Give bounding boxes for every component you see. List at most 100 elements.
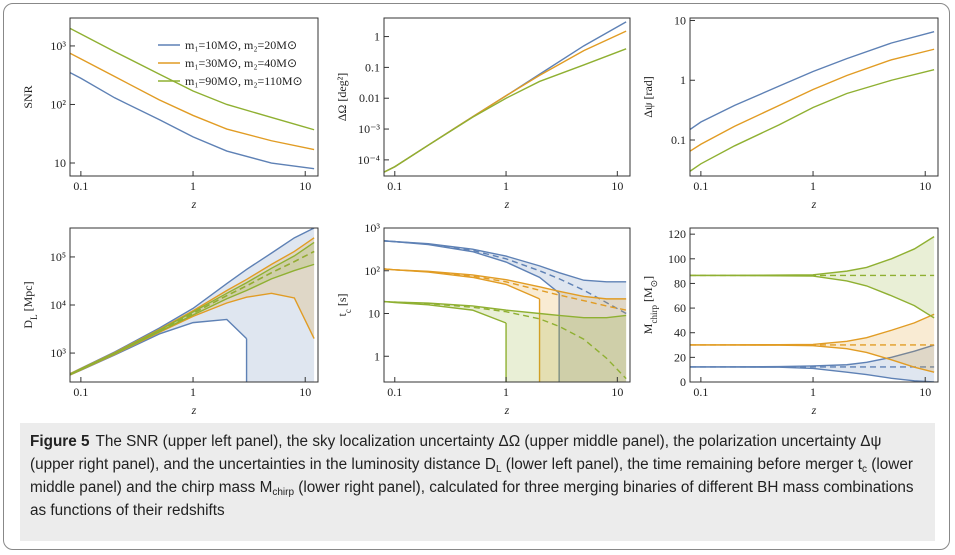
- y-axis-label-part: ⊙: [649, 280, 659, 288]
- caption-label: Figure 5: [30, 433, 90, 450]
- y-axis-label: ΔΩ [deg²]: [335, 73, 349, 122]
- x-axis-label: z: [504, 197, 510, 211]
- x-tick-label: 0.1: [387, 385, 402, 399]
- x-tick-label: 10: [919, 179, 931, 193]
- plot-frame: [689, 17, 939, 177]
- uncertainty-band: [690, 236, 935, 318]
- x-tick-label: 0.1: [693, 179, 708, 193]
- y-tick-label: 1: [680, 73, 686, 87]
- plot-frame: [689, 227, 939, 383]
- y-axis-label: Δψ [rad]: [641, 76, 655, 118]
- y-tick-label: 10³: [50, 346, 66, 360]
- y-axis-label-part: [Mpc]: [21, 281, 35, 314]
- x-tick-label: 10: [299, 385, 311, 399]
- x-axis-label: z: [191, 403, 197, 417]
- plot-frame: [69, 227, 319, 383]
- plot-frame: [383, 227, 631, 383]
- y-tick-label: 10⁵: [50, 250, 66, 264]
- series-line: [384, 300, 627, 319]
- y-tick-label: 0: [680, 375, 686, 389]
- y-tick-label: 0.1: [365, 60, 380, 74]
- x-tick-label: 1: [190, 179, 196, 193]
- series-line: [70, 318, 248, 376]
- panel: 0.1 1 10 1 10 10² 10³ z tc [s]: [335, 221, 631, 417]
- center-line: [70, 250, 315, 376]
- y-axis-label: DL [Mpc]: [21, 281, 39, 328]
- series-line: [690, 344, 935, 373]
- uncertainty-band: [690, 314, 935, 373]
- panel: 0.1 1 10 0.1 1 10 z Δψ [rad]: [641, 13, 939, 211]
- series-line: [690, 69, 935, 172]
- y-axis-label-part: ΔΩ [deg²]: [335, 73, 349, 122]
- y-axis-label-part: c: [343, 309, 353, 313]
- y-tick-label: 60: [674, 301, 686, 315]
- y-tick-label: 10: [368, 307, 380, 321]
- x-tick-label: 0.1: [73, 179, 88, 193]
- x-axis-label: z: [811, 403, 817, 417]
- x-tick-label: 10: [611, 179, 623, 193]
- center-line: [384, 240, 627, 315]
- y-axis-label-part: [M: [641, 287, 655, 305]
- series-line: [384, 268, 540, 300]
- y-axis-label-part: L: [29, 314, 39, 320]
- series-line: [690, 30, 935, 131]
- x-tick-label: 1: [810, 385, 816, 399]
- x-tick-label: 1: [503, 179, 509, 193]
- x-axis-label: z: [811, 197, 817, 211]
- y-tick-label: 80: [674, 276, 686, 290]
- y-axis-label-part: [s]: [335, 293, 349, 309]
- x-tick-label: 1: [503, 385, 509, 399]
- series-line: [690, 274, 935, 319]
- y-tick-label: 10: [54, 156, 66, 170]
- y-tick-label: 10²: [364, 264, 380, 278]
- panel: 0.1 1 10 10³ 10⁴ 10⁵ z DL [Mpc]: [21, 227, 319, 417]
- center-line: [384, 300, 627, 380]
- y-tick-label: 10³: [50, 39, 66, 53]
- legend-label: m₁=10M⊙, m₂=20M⊙: [185, 38, 297, 52]
- caption-text: (lower right panel), calculated for thre…: [30, 479, 914, 519]
- y-tick-label: 100: [668, 252, 686, 266]
- caption-text: The SNR (upper left panel), the sky loca…: [30, 433, 882, 473]
- x-axis-label: z: [504, 403, 510, 417]
- y-tick-label: 20: [674, 350, 686, 364]
- figure-frame: [3, 3, 950, 550]
- plot-frame: [69, 17, 319, 177]
- plot-area: [384, 240, 627, 382]
- panel: 0.1 1 10 10⁻⁴ 10⁻³ 0.01 0.1 1 z ΔΩ [deg²]: [335, 17, 631, 211]
- x-tick-label: 10: [299, 179, 311, 193]
- series-line: [690, 48, 935, 152]
- y-tick-label: 1: [374, 349, 380, 363]
- series-line: [384, 300, 507, 324]
- panel: 0.1 1 10 10 10² 10³ z SNR m₁=10M⊙, m₂=20M⊙ m₁=30M…: [21, 17, 319, 211]
- plot-area: [384, 21, 627, 173]
- y-axis-label-part: SNR: [21, 85, 35, 108]
- y-axis-label-part: Δψ [rad]: [641, 76, 655, 118]
- caption-sub: L: [495, 464, 502, 475]
- plot-frame: [383, 17, 631, 177]
- plot-area: [70, 228, 315, 382]
- x-tick-label: 0.1: [387, 179, 402, 193]
- y-axis-label-part: M: [641, 323, 655, 334]
- uncertainty-band: [384, 240, 627, 382]
- x-tick-label: 0.1: [73, 385, 88, 399]
- y-tick-label: 10: [674, 13, 686, 27]
- series-line: [70, 72, 315, 170]
- series-line: [690, 366, 935, 382]
- center-line: [384, 268, 627, 311]
- y-axis-label: SNR: [21, 85, 35, 108]
- y-tick-label: 1: [374, 30, 380, 44]
- series-line: [70, 52, 315, 151]
- uncertainty-band: [384, 301, 627, 382]
- y-axis-label-part: chirp: [649, 305, 659, 324]
- uncertainty-band: [70, 228, 315, 382]
- y-tick-label: 0.1: [671, 133, 686, 147]
- plot-area: [690, 30, 935, 172]
- y-axis-label-part: ]: [641, 276, 655, 280]
- plot-area: [70, 27, 315, 170]
- y-tick-label: 120: [668, 227, 686, 241]
- x-tick-label: 10: [919, 385, 931, 399]
- x-tick-label: 1: [190, 385, 196, 399]
- caption-sub: c: [862, 464, 868, 475]
